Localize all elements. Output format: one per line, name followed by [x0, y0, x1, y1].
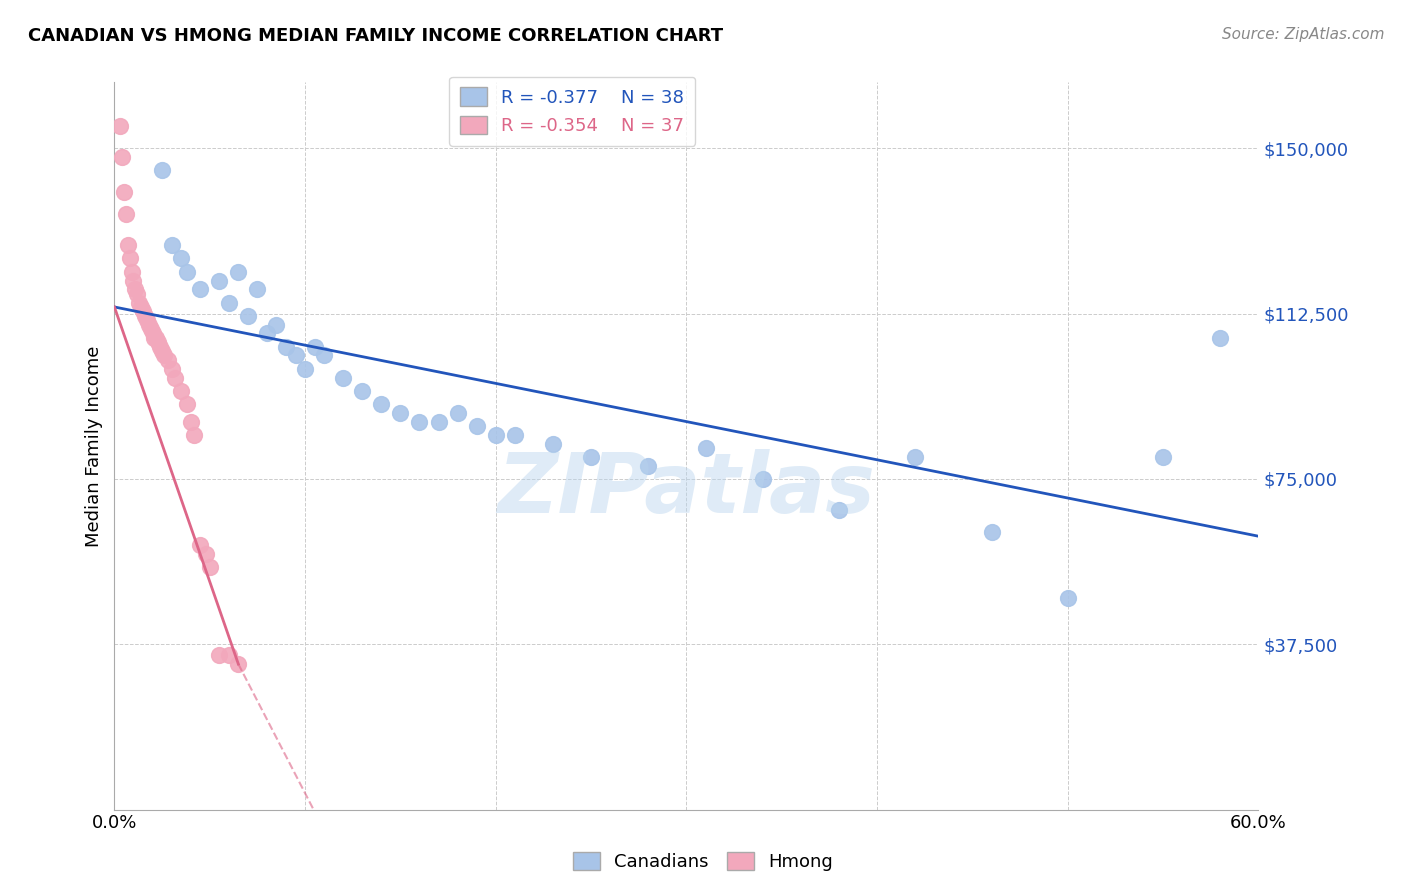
Point [408, 415, 430, 429]
Point [904, 450, 927, 464]
Point [108, 120, 131, 134]
Point [246, 282, 269, 296]
Point [149, 340, 172, 354]
Point [153, 349, 176, 363]
Point [145, 331, 167, 345]
Point [160, 361, 183, 376]
Point [115, 207, 138, 221]
Point [485, 427, 508, 442]
Point [118, 252, 141, 266]
Point [332, 370, 354, 384]
Point [284, 349, 307, 363]
Point [1056, 591, 1078, 605]
Point [751, 472, 773, 486]
Point [1209, 331, 1232, 345]
Point [188, 538, 211, 552]
Point [304, 340, 326, 354]
Point [135, 313, 157, 327]
Point [389, 406, 412, 420]
Text: Source: ZipAtlas.com: Source: ZipAtlas.com [1222, 27, 1385, 42]
Point [579, 450, 602, 464]
Point [134, 309, 156, 323]
Point [188, 282, 211, 296]
Point [180, 415, 202, 429]
Point [176, 397, 198, 411]
Point [228, 265, 250, 279]
Y-axis label: Median Family Income: Median Family Income [86, 345, 103, 547]
Legend: Canadians, Hmong: Canadians, Hmong [565, 845, 841, 879]
Point [352, 384, 374, 398]
Text: ZIPatlas: ZIPatlas [498, 449, 876, 530]
Point [150, 344, 173, 359]
Point [121, 265, 143, 279]
Point [143, 331, 166, 345]
Point [170, 384, 193, 398]
Point [124, 282, 146, 296]
Point [446, 406, 468, 420]
Point [122, 273, 145, 287]
Point [236, 309, 259, 323]
Point [256, 326, 278, 341]
Point [218, 648, 240, 663]
Point [127, 286, 149, 301]
Point [156, 352, 179, 367]
Point [314, 349, 336, 363]
Point [132, 304, 155, 318]
Point [112, 186, 135, 200]
Point [695, 441, 717, 455]
Point [150, 163, 173, 178]
Point [980, 524, 1002, 539]
Point [541, 436, 564, 450]
Point [503, 427, 526, 442]
Point [117, 238, 139, 252]
Point [294, 361, 316, 376]
Point [208, 273, 231, 287]
Point [465, 419, 488, 434]
Point [1152, 450, 1174, 464]
Point [165, 370, 187, 384]
Text: CANADIAN VS HMONG MEDIAN FAMILY INCOME CORRELATION CHART: CANADIAN VS HMONG MEDIAN FAMILY INCOME C… [28, 27, 723, 45]
Legend: R = -0.377    N = 38, R = -0.354    N = 37: R = -0.377 N = 38, R = -0.354 N = 37 [449, 77, 695, 146]
Point [138, 318, 160, 332]
Point [170, 252, 193, 266]
Point [148, 335, 170, 350]
Point [128, 295, 150, 310]
Point [198, 560, 221, 574]
Point [139, 322, 162, 336]
Point [427, 415, 450, 429]
Point [274, 340, 297, 354]
Point [129, 300, 152, 314]
Point [183, 427, 205, 442]
Point [194, 547, 217, 561]
Point [141, 326, 163, 341]
Point [637, 458, 659, 473]
Point [828, 502, 851, 516]
Point [111, 150, 134, 164]
Point [160, 238, 183, 252]
Point [208, 648, 231, 663]
Point [266, 318, 288, 332]
Point [370, 397, 392, 411]
Point [176, 265, 198, 279]
Point [218, 295, 240, 310]
Point [228, 657, 250, 671]
